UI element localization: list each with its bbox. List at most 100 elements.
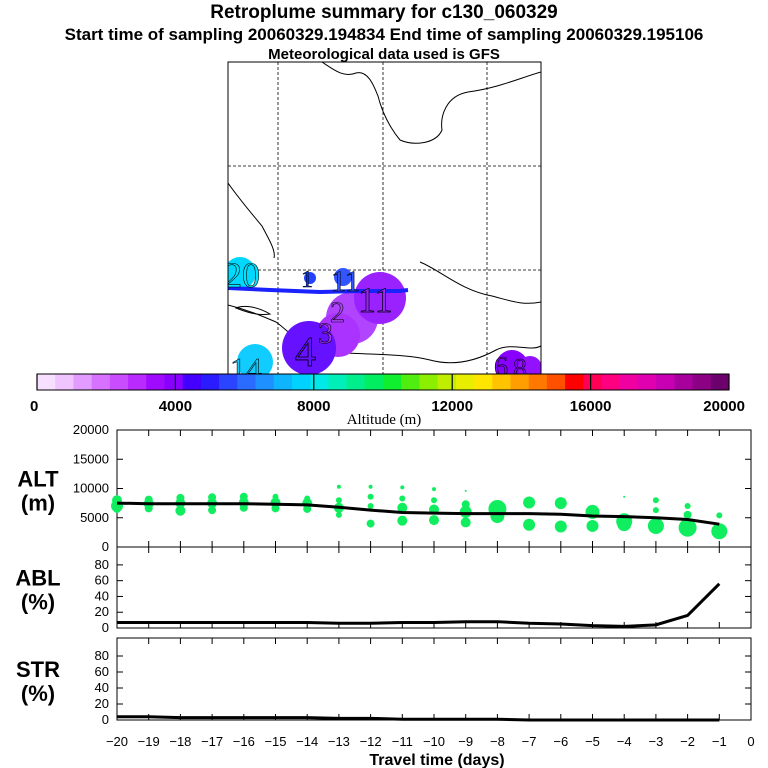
x-tick-label: −9 [458,734,473,749]
x-tick-label: −5 [585,734,600,749]
altitude-particle-point [459,505,472,518]
colorbar-tick-label: 20000 [703,398,745,415]
altitude-particle-point [683,510,692,519]
x-tick-label: −6 [553,734,568,749]
altitude-particle-point [523,518,536,531]
y-axis-unit: (%) [21,681,55,706]
altitude-particle-point [144,504,153,513]
plume-circle [334,268,352,286]
time-series-panels: ALT(m)05000100001500020000ABL(%)02040608… [15,422,754,768]
x-tick-label: −20 [106,734,128,749]
x-tick-label: −7 [522,734,537,749]
altitude-particle-point [335,497,342,504]
y-axis-label: ALT [17,467,59,492]
altitude-particle-point [647,517,664,534]
colorbar-swatch [200,374,220,390]
altitude-particle-point [678,518,697,537]
coastline [228,182,275,259]
altitude-particle-point [432,487,436,492]
y-tick-label: 0 [102,620,109,635]
colorbar-swatch [419,374,439,390]
y-tick-label: 20 [95,604,109,619]
series-line-str [117,715,720,722]
colorbar-tick-label: 4000 [159,398,192,415]
altitude-particle-point [554,497,567,510]
colorbar-swatch [328,374,348,390]
map-label: 2 [330,296,345,329]
altitude-particle-point [335,511,342,518]
x-tick-label: −10 [423,734,445,749]
y-tick-label: 10000 [73,481,109,496]
map-label: 3 [318,317,333,350]
altitude-particle-point [523,496,536,509]
altitude-particle-point [366,519,375,528]
colorbar-label: Altitude (m) [347,412,422,428]
colorbar-swatch [601,374,621,390]
altitude-particle-point [303,504,312,513]
altitude-particle-point [397,502,408,513]
plume-circle [304,272,316,284]
altitude-particle-point [208,506,217,515]
map-label: 20 [224,255,260,295]
altitude-particle-point [460,517,471,528]
map-label: 14 [230,351,262,387]
colorbar-swatch [437,374,457,390]
x-tick-label: −4 [617,734,632,749]
x-tick-label: −17 [201,734,223,749]
coastline [419,261,541,304]
map-label: 1 [301,267,313,293]
altitude-particle-point [554,520,567,533]
y-tick-label: 80 [95,557,109,572]
plume-circle [354,272,406,324]
altitude-particle-point [716,512,723,519]
plume-circle [237,344,273,374]
coastline [321,62,401,141]
map-label: 4 [295,330,316,376]
colorbar-swatch [528,374,548,390]
colorbar-swatch [73,374,93,390]
x-axis-label: Travel time (days) [369,752,504,768]
series-line-abl [117,582,721,628]
plume-circle [518,356,541,374]
y-tick-label: 5000 [80,510,109,525]
x-tick-label: −11 [392,734,413,749]
map-label: 11 [331,265,360,298]
altitude-particle-point [113,504,121,513]
altitude-particle-point [711,523,728,540]
altitude-particle-point [367,493,374,500]
altitude-particle-point [586,519,599,532]
colorbar-swatch [37,374,56,390]
y-tick-label: 20 [95,696,109,711]
colorbar-swatch [364,374,384,390]
x-tick-label: −1 [712,734,727,749]
colorbar-swatch [55,374,74,390]
map-label: 11 [358,280,393,320]
colorbar-swatch [637,374,657,390]
colorbar-swatch [510,374,530,390]
y-tick-label: 15000 [73,451,109,466]
colorbar-swatch [383,374,402,390]
altitude-particle-point [239,503,248,512]
y-axis-label: ABL [15,566,60,591]
colorbar-swatch [164,374,184,390]
altitude-particle-point [175,505,186,516]
colorbar-swatch [291,374,311,390]
altitude-particle-point [429,515,439,526]
x-tick-label: −19 [138,734,160,749]
met-data-label: Meteorological data used is GFS [268,46,500,63]
altitude-particle-point [397,515,408,526]
altitude-particle-point [336,484,341,489]
colorbar-swatch [546,374,566,390]
altitude-particle-point [271,504,280,513]
y-tick-label: 60 [95,573,109,588]
colorbar-swatch [273,374,293,390]
colorbar-tick-label: 16000 [570,398,612,415]
panel-frame-str [116,637,752,721]
colorbar-swatch [710,374,730,390]
chart-title: Retroplume summary for c130_060329 [210,2,558,23]
altitude-particle-point [431,497,437,504]
colorbar-swatch [310,374,329,390]
altitude-particle-point [464,489,467,492]
y-tick-label: 0 [102,712,109,727]
map-panel: 20 1 11 2 11 3 4 14 6 8 [224,61,542,387]
